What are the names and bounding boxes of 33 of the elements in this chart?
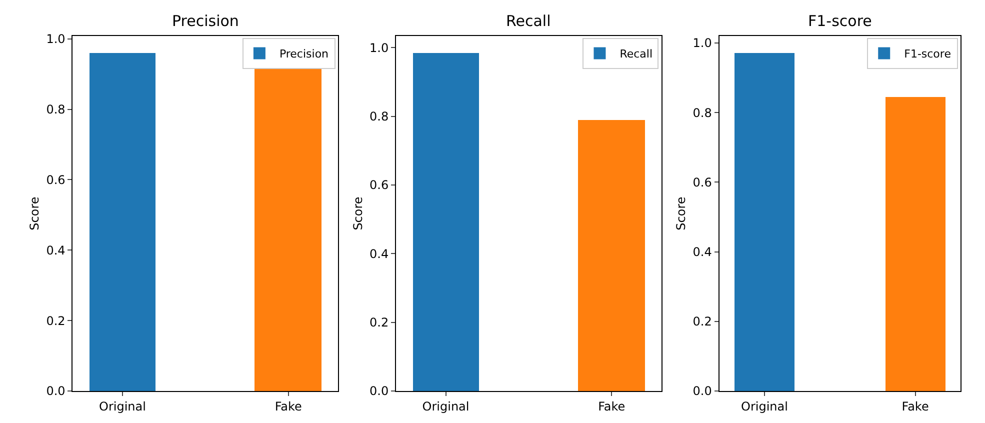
y-tick-label: 0.2: [692, 314, 712, 329]
y-tick-label: 0.6: [46, 172, 66, 187]
y-tick-label: 0.4: [692, 244, 712, 259]
y-tick-label: 1.0: [692, 36, 712, 50]
y-tick-label: 0.8: [46, 102, 66, 116]
y-axis-title: Score: [28, 196, 42, 230]
y-tick-label: 0.0: [692, 384, 712, 398]
y-tick-label: 1.0: [370, 40, 389, 55]
y-tick-label: 0.6: [370, 178, 389, 192]
y-tick-label: 0.8: [692, 106, 712, 120]
x-tick-label: Fake: [902, 399, 929, 414]
y-tick-label: 0.2: [370, 316, 389, 330]
x-tick-label: Original: [99, 399, 146, 414]
y-tick-label: 0.4: [370, 246, 389, 261]
y-tick-label: 0.0: [370, 384, 389, 398]
x-tick-label: Original: [741, 399, 788, 414]
y-axis-title: Score: [350, 196, 365, 230]
x-tick-label: Fake: [598, 399, 626, 414]
chart-title: Precision: [172, 12, 239, 30]
y-tick-label: 1.0: [46, 32, 66, 46]
y-tick-label: 0.0: [46, 384, 66, 398]
y-axis-title: Score: [674, 196, 688, 230]
x-tick-label: Fake: [274, 399, 302, 414]
legend-label: Precision: [279, 48, 329, 61]
legend-label: Recall: [620, 48, 653, 61]
y-tick-label: 0.6: [692, 175, 712, 190]
x-tick-label: Original: [422, 399, 470, 414]
y-tick-label: 0.8: [370, 110, 389, 124]
legend-label: F1-score: [904, 48, 952, 61]
chart-title: Recall: [506, 12, 551, 30]
y-tick-label: 0.2: [46, 314, 66, 328]
chart-title: F1-score: [808, 12, 872, 30]
y-tick-label: 0.4: [46, 243, 66, 258]
